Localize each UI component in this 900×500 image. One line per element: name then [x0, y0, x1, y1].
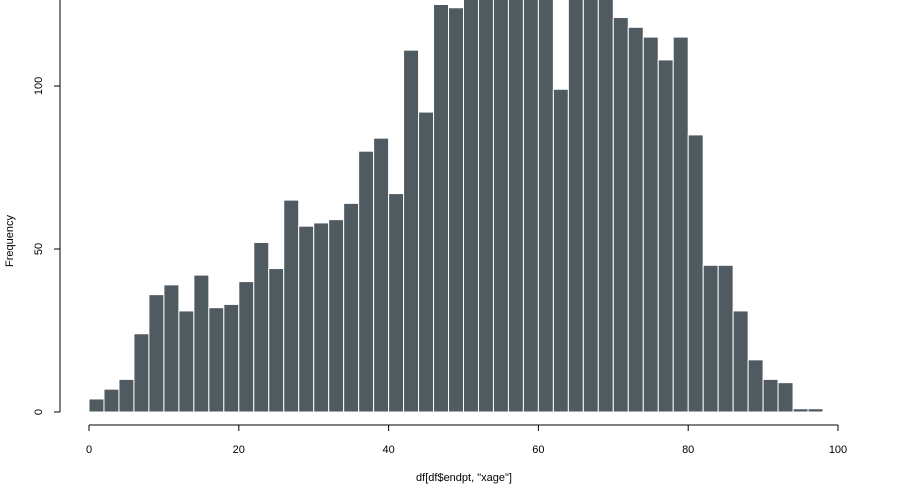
histogram-bar — [208, 307, 225, 413]
histogram-bar — [283, 199, 300, 413]
histogram-bar — [477, 0, 494, 413]
y-tick-label: 50 — [33, 243, 45, 255]
histogram-bar — [552, 88, 569, 413]
histogram-bar — [597, 0, 614, 413]
histogram-bar — [463, 0, 479, 413]
histogram-bar — [687, 134, 704, 413]
histogram-bar — [268, 268, 285, 413]
histogram-bar — [492, 0, 509, 413]
histogram-bar — [388, 193, 405, 413]
histogram-bar — [657, 59, 674, 413]
y-tick-label: 0 — [33, 409, 45, 415]
histogram-bar — [777, 382, 794, 413]
histogram-bar — [328, 219, 345, 413]
histogram-bar — [448, 7, 464, 413]
histogram-bar — [507, 0, 524, 413]
histogram-bar — [792, 408, 809, 413]
histogram-bar — [582, 0, 599, 413]
histogram-bar — [642, 36, 659, 413]
histogram-bar — [702, 264, 719, 413]
x-tick-label: 20 — [233, 444, 245, 456]
y-axis: 050100150 — [33, 0, 61, 415]
histogram-bar — [238, 281, 255, 413]
histogram-bar — [343, 202, 360, 413]
histogram-bar — [732, 310, 749, 413]
histogram-bar — [148, 294, 165, 413]
x-axis: 0 20 40 60 80 100 — [86, 424, 847, 456]
histogram-bar — [253, 241, 270, 413]
x-axis-label: df[df$endpt, "xage"] — [416, 472, 512, 484]
histogram-bar — [163, 284, 180, 413]
histogram-bar — [612, 17, 629, 413]
histogram-bar — [223, 303, 240, 413]
histogram-bar — [717, 264, 734, 413]
histogram-bar — [747, 359, 764, 413]
histogram-bar — [537, 0, 554, 413]
histogram-bar — [103, 388, 120, 413]
histogram-bar — [822, 411, 839, 413]
histogram-bar — [358, 150, 375, 413]
x-tick-label: 40 — [382, 444, 394, 456]
x-tick-label: 0 — [86, 444, 92, 456]
histogram-bar — [403, 49, 420, 413]
y-tick-label: 100 — [33, 77, 45, 95]
histogram-bar — [672, 36, 689, 413]
histogram-bar — [118, 378, 135, 413]
histogram-bar — [522, 0, 539, 413]
histogram-bar — [178, 310, 195, 413]
histogram-bar — [762, 378, 779, 413]
x-tick-label: 60 — [532, 444, 544, 456]
histogram-bar — [298, 225, 315, 413]
histogram-bar — [567, 0, 584, 413]
histogram-bar — [133, 333, 150, 413]
histogram-bar — [88, 398, 105, 413]
histogram-bar — [313, 222, 330, 413]
histogram-bar — [627, 26, 644, 413]
histogram-bar — [418, 111, 435, 413]
x-tick-label: 100 — [829, 444, 847, 456]
histogram-bar — [807, 408, 824, 413]
histogram-bars — [88, 0, 839, 413]
y-axis-label: Frequency — [4, 215, 16, 267]
histogram-bar — [193, 274, 210, 413]
x-tick-label: 80 — [682, 444, 694, 456]
histogram-bar — [433, 4, 450, 413]
histogram-bar — [373, 137, 390, 413]
